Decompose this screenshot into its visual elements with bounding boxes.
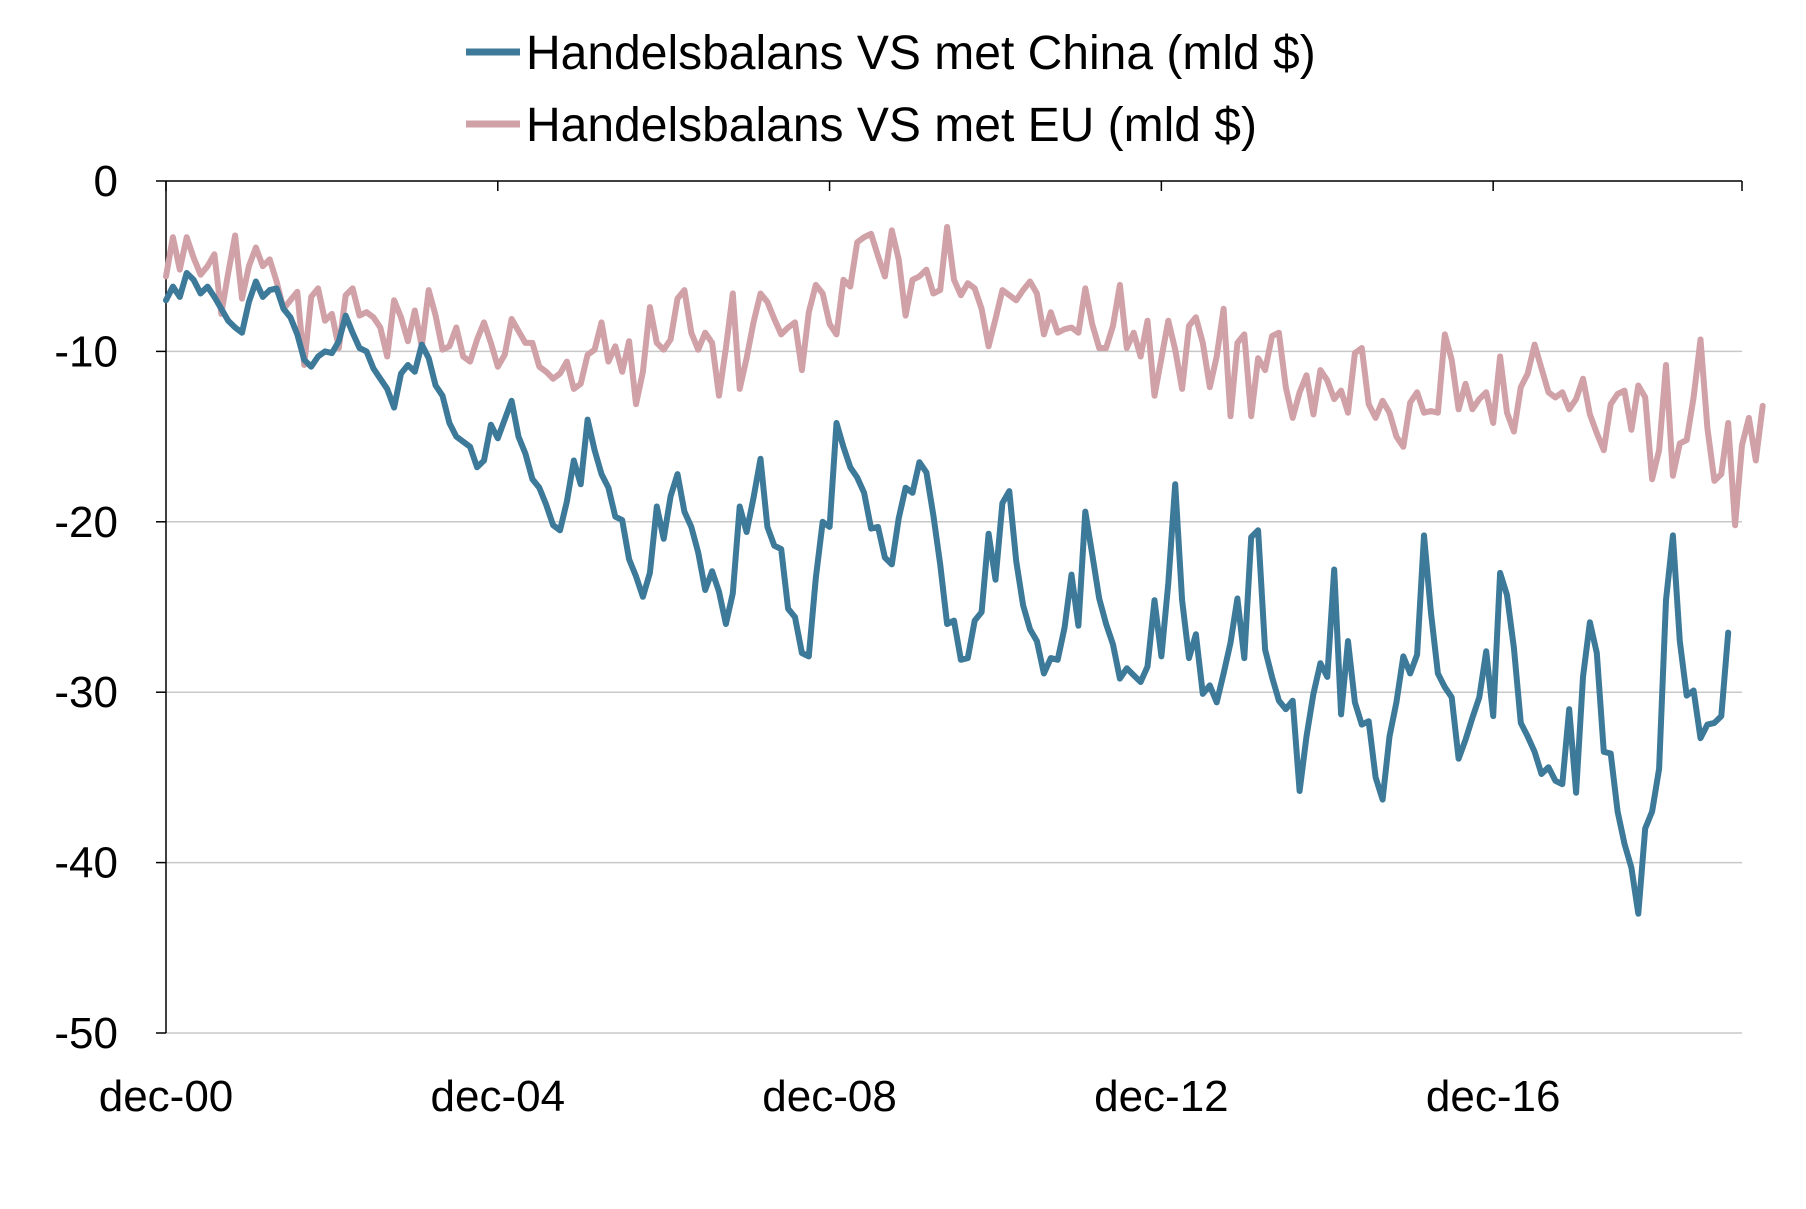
series-line-eu [163,224,1766,529]
y-tick-label: -10 [54,327,118,376]
axes: 0 -10 -20 -30 -40 -50 dec-00 dec-04 dec-08 dec-12… [54,157,1743,1121]
x-tick-label: dec-04 [431,1072,566,1121]
x-tick-label: dec-16 [1426,1072,1561,1121]
series-line-china [163,270,1732,917]
x-tick-label: dec-12 [1094,1072,1229,1121]
plot-series [163,224,1766,917]
gridlines [166,350,1742,1034]
y-tick-label: 0 [94,157,118,206]
legend: Handelsbalans VS met China (mld $) Handel… [466,27,1316,152]
y-tick-label: -20 [54,498,118,547]
x-tick-label: dec-00 [99,1072,234,1121]
legend-label: Handelsbalans VS met EU (mld $) [526,99,1257,152]
legend-label: Handelsbalans VS met China (mld $) [526,27,1316,80]
y-tick-label: -50 [54,1009,118,1058]
y-tick-label: -30 [54,668,118,717]
x-tick-label: dec-08 [762,1072,897,1121]
legend-entry-eu: Handelsbalans VS met EU (mld $) [466,99,1257,152]
y-tick-label: -40 [54,839,118,888]
legend-entry-china: Handelsbalans VS met China (mld $) [466,27,1316,80]
